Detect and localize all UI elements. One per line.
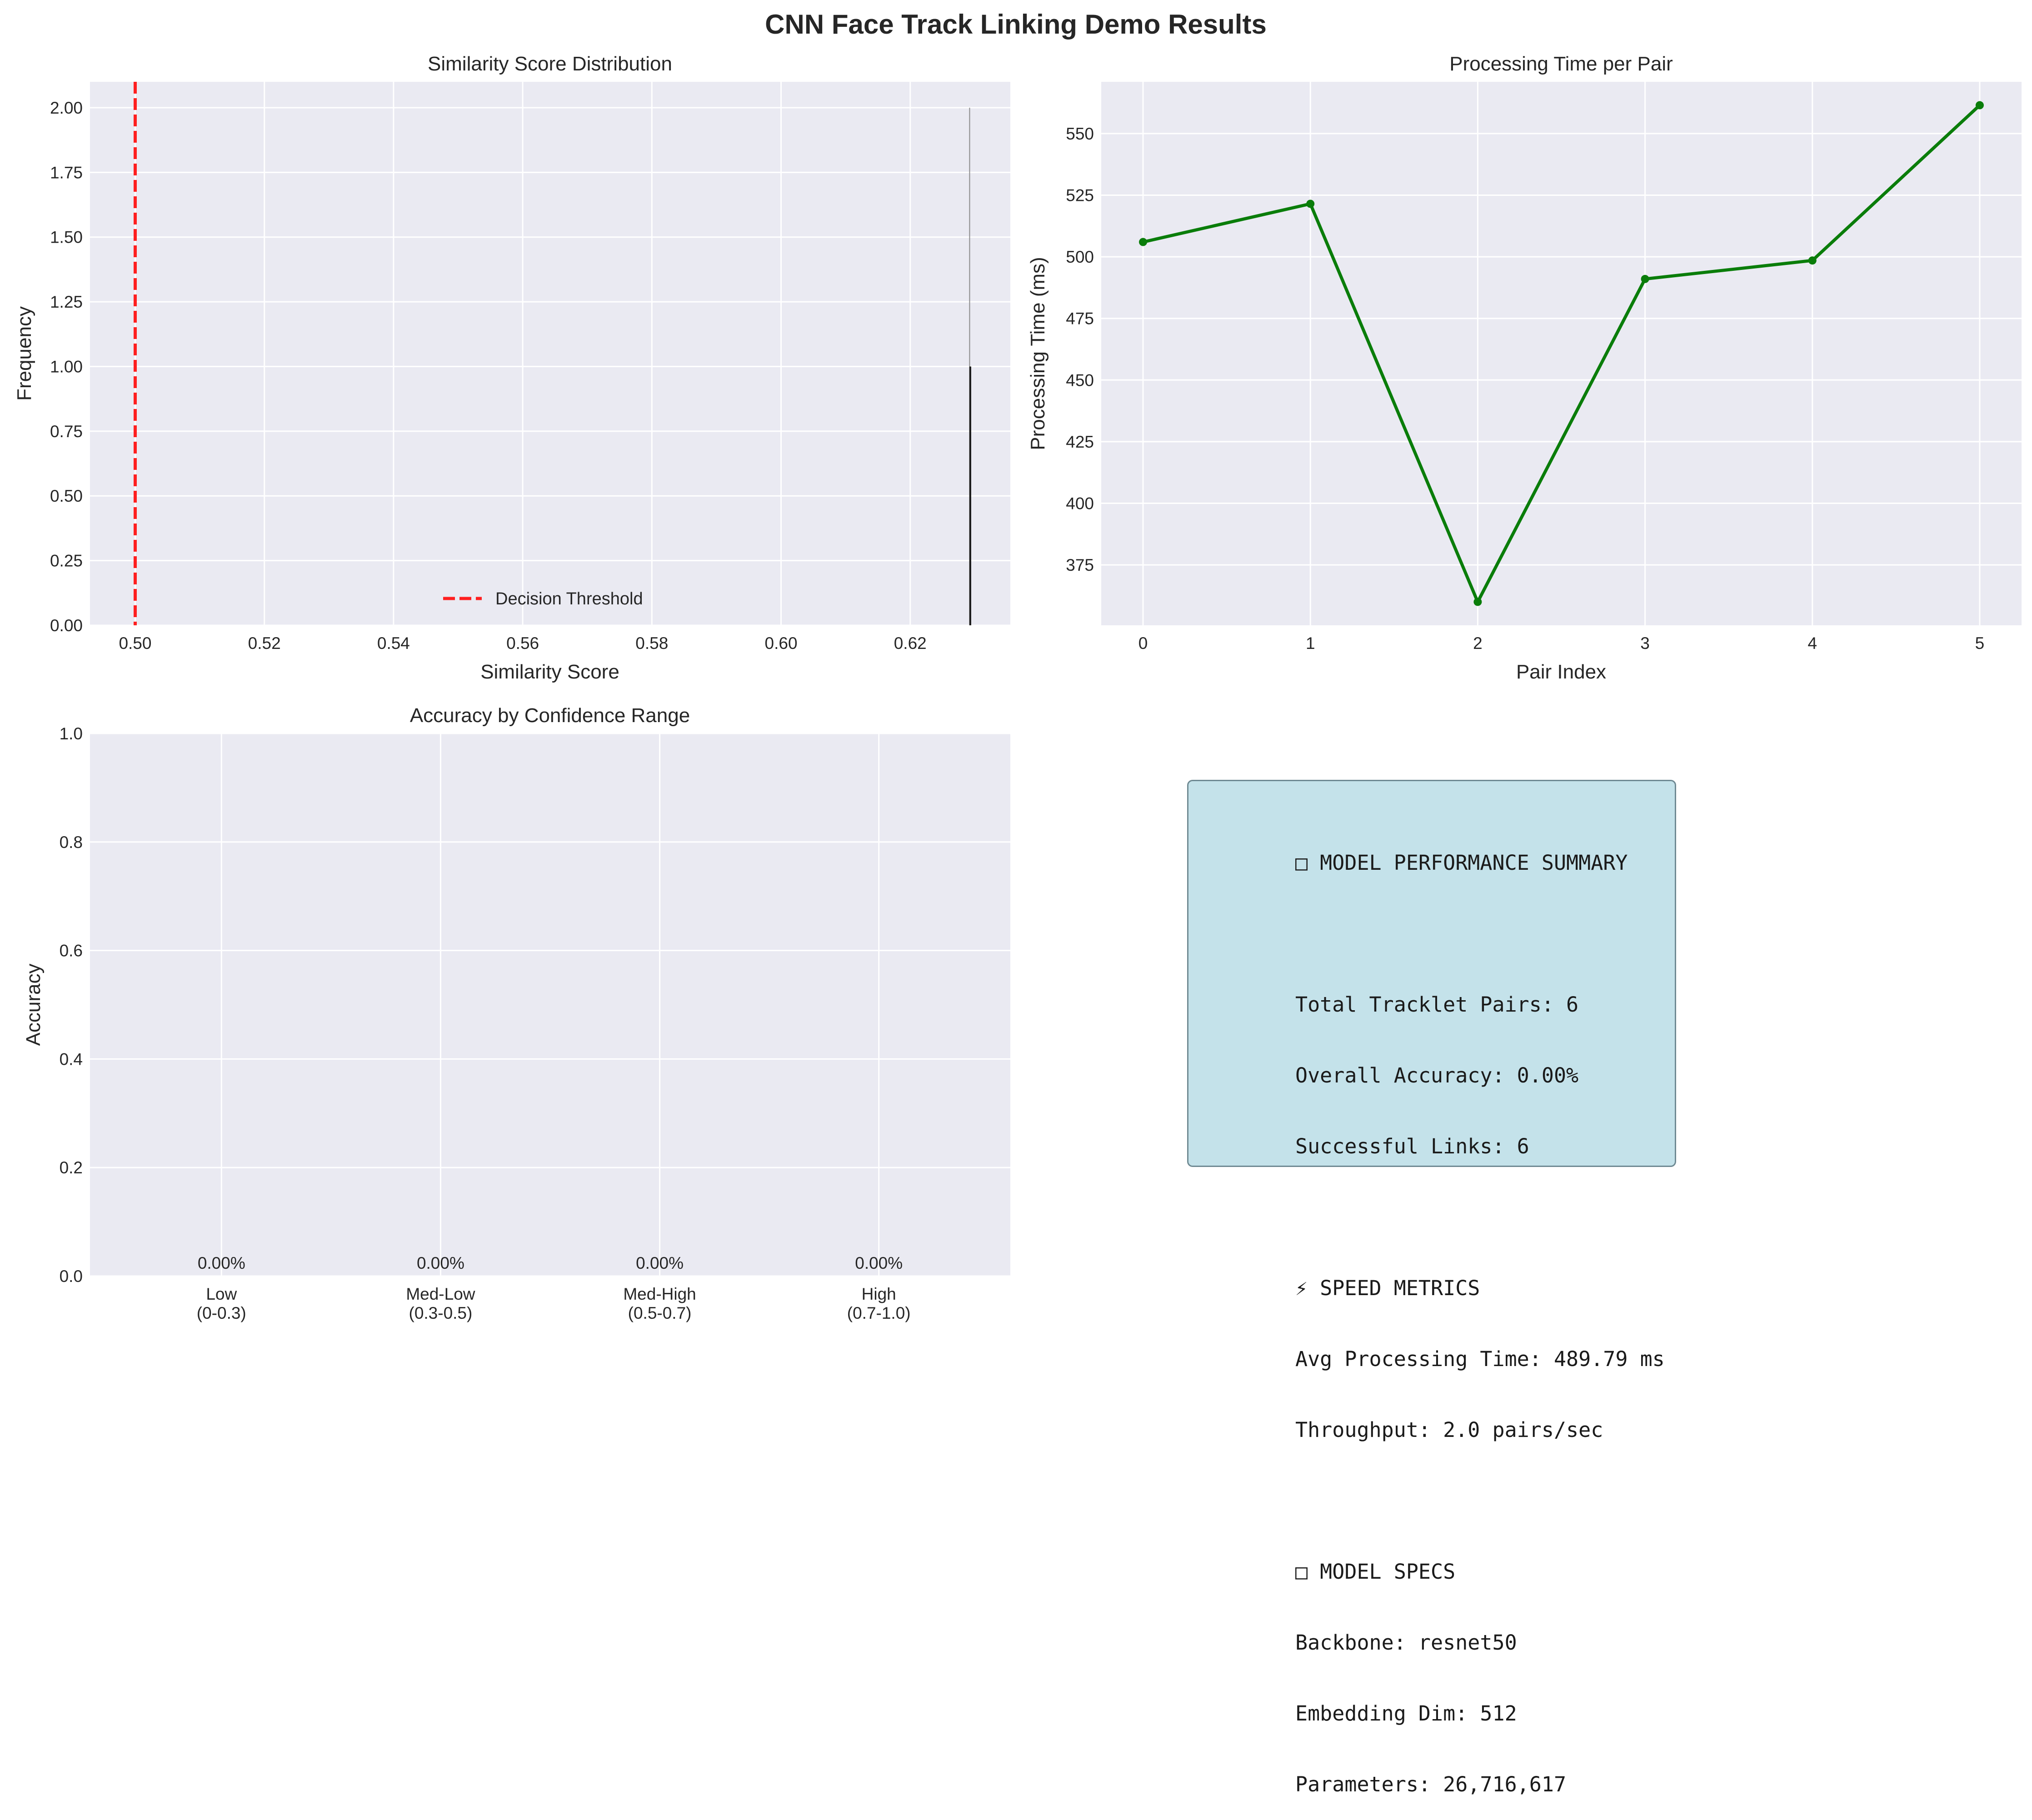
x-tick-label: 0.58 [635, 634, 668, 653]
y-tick-label: 550 [1066, 125, 1094, 143]
data-point [1473, 598, 1482, 606]
y-tick-label: 1.25 [50, 293, 83, 311]
avg-processing-time: Avg Processing Time: 489.79 ms [1295, 1347, 1665, 1371]
x-tick-range-label: (0.7-1.0) [847, 1304, 911, 1322]
x-axis-label: Similarity Score [480, 661, 619, 683]
bar-value-label: 0.00% [855, 1254, 903, 1272]
y-tick-label: 450 [1066, 371, 1094, 389]
figure: CNN Face Track Linking Demo Results 0.50… [13, 9, 2022, 1322]
y-tick-label: 0.2 [60, 1158, 83, 1177]
x-tick-label: 1 [1306, 634, 1315, 653]
x-tick-label: 0.54 [377, 634, 410, 653]
x-tick-label: 2 [1473, 634, 1483, 653]
y-axis-label: Accuracy [22, 964, 45, 1046]
y-tick-label: 0.4 [60, 1050, 83, 1068]
throughput: Throughput: 2.0 pairs/sec [1295, 1418, 1603, 1442]
y-tick-label: 475 [1066, 309, 1094, 328]
y-axis-label: Frequency [13, 306, 35, 401]
y-tick-label: 400 [1066, 494, 1094, 513]
y-tick-label: 0.75 [50, 422, 83, 441]
parameters: Parameters: 26,716,617 [1295, 1772, 1567, 1796]
panel-background [90, 82, 1010, 625]
x-tick-label: 0.62 [894, 634, 927, 653]
data-point [1808, 256, 1817, 265]
y-tick-label: 1.0 [60, 724, 83, 743]
x-tick-label: 0.60 [765, 634, 798, 653]
panel-title: Accuracy by Confidence Range [410, 704, 690, 727]
panel-background [1101, 82, 2022, 625]
panel-background [90, 733, 1010, 1276]
processing-time-line [1143, 104, 1981, 603]
data-point [1139, 238, 1148, 246]
data-point [1306, 199, 1315, 208]
total-pairs: Total Tracklet Pairs: 6 [1295, 992, 1579, 1017]
panel-title: Similarity Score Distribution [428, 53, 672, 75]
x-tick-label: 3 [1640, 634, 1650, 653]
y-tick-label: 0.00 [50, 616, 83, 635]
x-tick-label: 0 [1138, 634, 1148, 653]
y-tick-label: 0.25 [50, 552, 83, 570]
y-tick-label: 375 [1066, 556, 1094, 574]
x-tick-range-label: (0-0.3) [197, 1304, 246, 1322]
y-tick-label: 525 [1066, 186, 1094, 205]
y-tick-label: 425 [1066, 433, 1094, 451]
y-tick-label: 1.50 [50, 228, 83, 247]
y-tick-label: 500 [1066, 248, 1094, 266]
data-point [1641, 274, 1649, 283]
x-axis-label: Pair Index [1516, 661, 1606, 683]
legend-threshold-label: Decision Threshold [495, 589, 643, 608]
embedding-dim: Embedding Dim: 512 [1295, 1701, 1517, 1725]
y-axis-label: Processing Time (ms) [1027, 257, 1049, 450]
y-tick-label: 0.50 [50, 487, 83, 505]
bar-value-label: 0.00% [417, 1254, 464, 1272]
overall-accuracy: Overall Accuracy: 0.00% [1295, 1063, 1579, 1087]
x-tick-label: 0.56 [506, 634, 539, 653]
speed-heading: ⚡ SPEED METRICS [1295, 1276, 1480, 1300]
x-tick-label: 0.50 [119, 634, 151, 653]
x-tick-label: Med-Low [406, 1285, 475, 1303]
x-tick-label: Low [206, 1285, 237, 1303]
specs-heading: □ MODEL SPECS [1295, 1560, 1456, 1584]
x-tick-label: 0.52 [248, 634, 281, 653]
performance-heading: □ MODEL PERFORMANCE SUMMARY [1295, 851, 1628, 875]
successful-links: Successful Links: 6 [1295, 1134, 1529, 1158]
processing-time-panel: 0 1 2 3 4 5 375 400 425 450 475 500 525 550 Processi… [1027, 53, 2022, 683]
model-summary-box: □ MODEL PERFORMANCE SUMMARY Total Trackl… [1187, 780, 1676, 1796]
y-tick-label: 1.00 [50, 357, 83, 376]
figure-title: CNN Face Track Linking Demo Results [765, 9, 1267, 40]
bar-value-label: 0.00% [198, 1254, 245, 1272]
y-tick-label: 0.6 [60, 942, 83, 960]
accuracy-by-confidence-panel: 0.00% 0.00% 0.00% 0.00% Low(0-0.3)Med-Low(0… [22, 704, 1010, 1322]
x-tick-label: 4 [1807, 634, 1817, 653]
y-tick-label: 1.75 [50, 163, 83, 182]
x-tick-label: Med-High [623, 1285, 696, 1303]
legend: Decision Threshold [443, 589, 643, 608]
y-tick-label: 0.8 [60, 833, 83, 852]
y-tick-label: 0.0 [60, 1267, 83, 1286]
similarity-distribution-panel: 0.50 0.52 0.54 0.56 0.58 0.60 0.62 0.00 0.25 0.5… [13, 53, 1010, 683]
y-tick-label: 2.00 [50, 99, 83, 117]
x-tick-range-label: (0.5-0.7) [628, 1304, 692, 1322]
x-tick-label: High [862, 1285, 896, 1303]
x-tick-label: 5 [1975, 634, 1985, 653]
x-tick-range-label: (0.3-0.5) [409, 1304, 473, 1322]
bar-value-label: 0.00% [636, 1254, 684, 1272]
panel-title: Processing Time per Pair [1449, 53, 1673, 75]
data-point [1975, 101, 1984, 110]
backbone: Backbone: resnet50 [1295, 1631, 1517, 1655]
